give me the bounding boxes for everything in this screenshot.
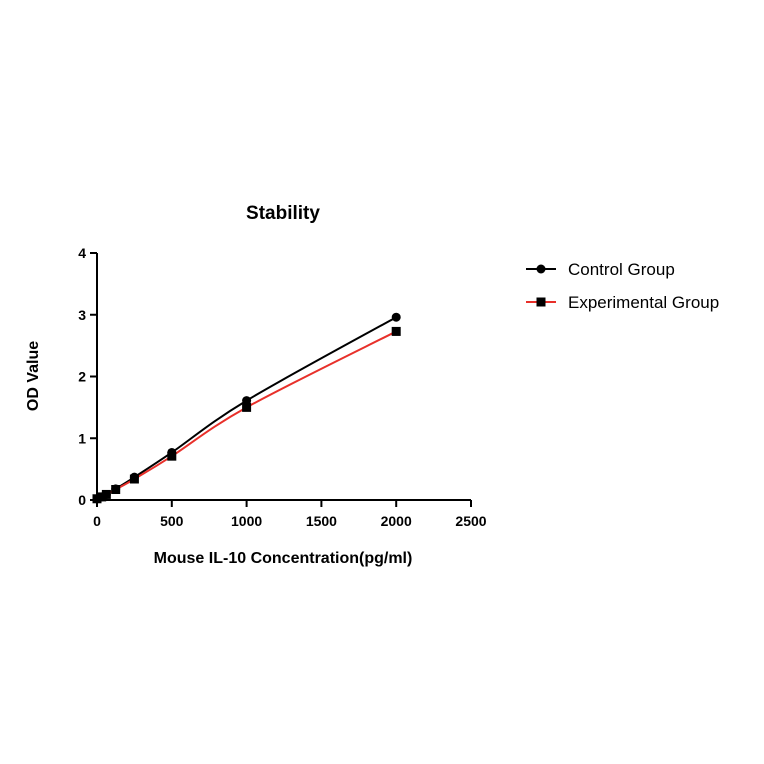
data-point-1 <box>391 326 401 336</box>
chart-title: Stability <box>246 203 320 224</box>
data-point-1 <box>242 402 252 412</box>
x-tick-label: 0 <box>93 513 101 529</box>
data-point-0 <box>111 484 121 494</box>
data-point-0 <box>101 489 111 499</box>
x-axis-label: Mouse IL-10 Concentration(pg/ml) <box>154 550 413 567</box>
y-axis-label: OD Value <box>25 341 42 411</box>
y-tick-label: 4 <box>78 245 86 261</box>
x-tick-label: 1000 <box>231 513 262 529</box>
x-tick-label: 2000 <box>381 513 412 529</box>
x-tick-label: 2500 <box>455 513 486 529</box>
legend: Control Group Experimental Group <box>526 260 719 312</box>
x-tick-label: 500 <box>160 513 184 529</box>
data-points <box>92 312 401 504</box>
x-tick-label: 1500 <box>306 513 337 529</box>
data-point-0 <box>129 472 139 482</box>
data-point-0 <box>391 312 401 322</box>
y-tick-label: 3 <box>78 307 86 323</box>
legend-marker-1 <box>536 297 546 307</box>
legend-label-0: Control Group <box>568 260 675 279</box>
y-tick-label: 0 <box>78 492 86 508</box>
y-tick-label: 1 <box>78 430 86 446</box>
fit-curve-1 <box>96 330 397 500</box>
data-point-0 <box>167 447 177 457</box>
legend-marker-0 <box>536 264 546 274</box>
data-point-0 <box>242 396 252 406</box>
axes: 0 1 2 3 4 0 500 1000 1500 2000 2500 <box>78 245 487 529</box>
y-tick-label: 2 <box>78 369 86 385</box>
legend-label-1: Experimental Group <box>568 293 719 312</box>
